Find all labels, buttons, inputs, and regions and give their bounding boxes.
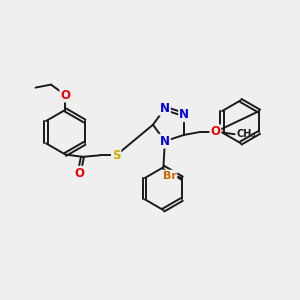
Text: O: O (74, 167, 84, 180)
Text: CH₃: CH₃ (236, 129, 256, 139)
Text: Br: Br (163, 171, 176, 181)
Text: N: N (160, 135, 170, 148)
Text: N: N (179, 108, 189, 121)
Text: N: N (160, 102, 170, 115)
Text: O: O (60, 88, 70, 101)
Text: O: O (210, 125, 220, 138)
Text: S: S (112, 149, 120, 162)
